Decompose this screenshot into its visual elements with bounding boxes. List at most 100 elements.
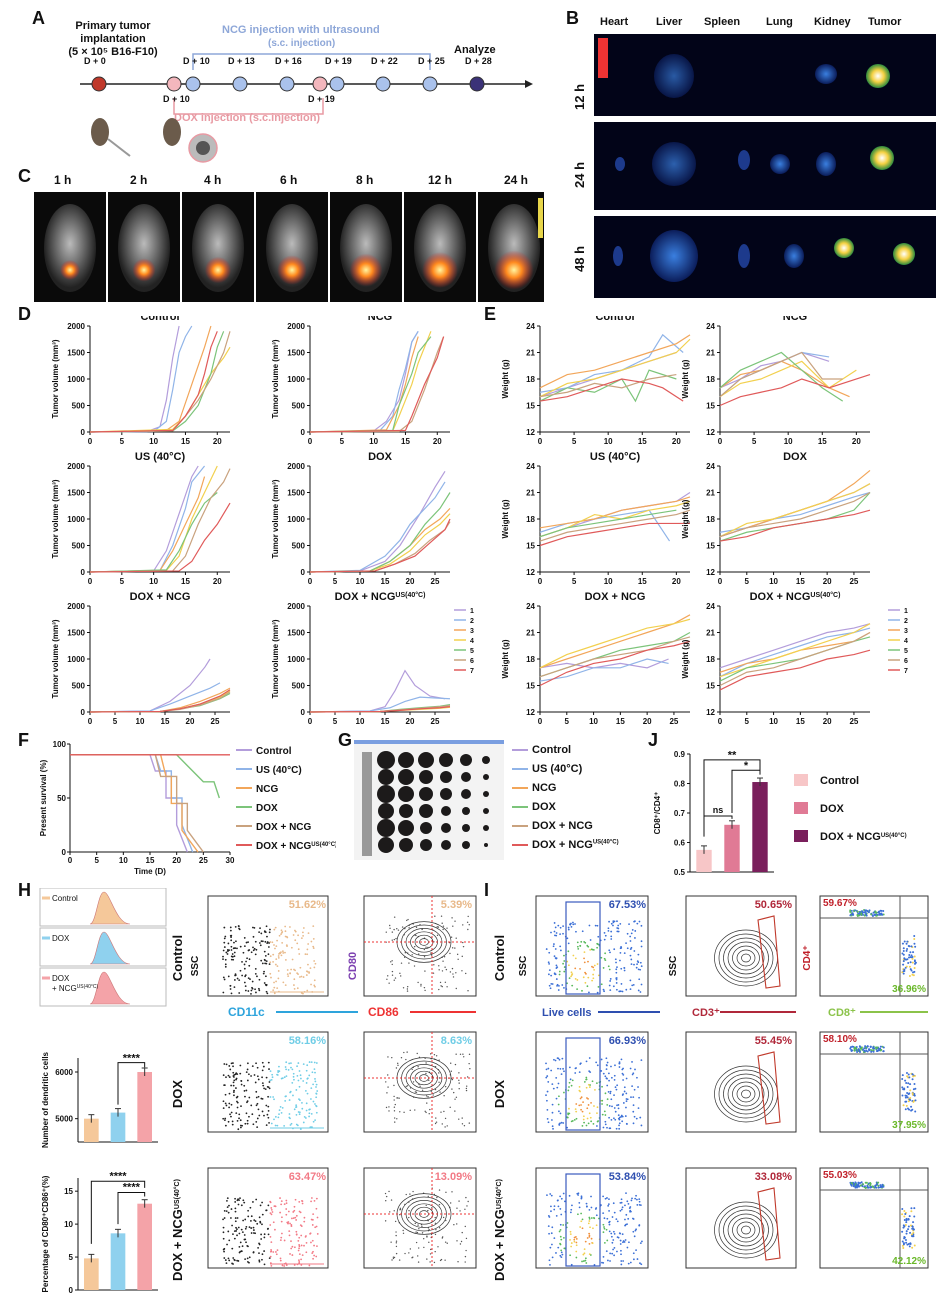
cell-dot [236, 947, 238, 950]
cell-dot [243, 945, 246, 948]
cell-dot [902, 960, 905, 963]
cell-dot [315, 1207, 318, 1210]
cell-dot [559, 1223, 562, 1226]
y-axis-label: Weight (g) [681, 639, 690, 678]
organ-spleen: Spleen [704, 16, 741, 28]
cell-dot [562, 1067, 564, 1070]
cell-dot [628, 1241, 630, 1244]
cell-dot [224, 1259, 227, 1261]
cell-dot [569, 1254, 572, 1257]
cell-dot [555, 1097, 558, 1100]
cell-dot [640, 1263, 643, 1266]
panel-j-cd8-cd4: 0.50.60.70.80.9CD8⁺/CD4⁺**ns*ControlDOXD… [653, 749, 907, 876]
y-axis-label: Weight (g) [681, 499, 690, 538]
y-tick-label: 1000 [67, 655, 85, 664]
cell-dot [619, 1239, 622, 1242]
cell-dot [229, 1068, 232, 1071]
cell-dot [583, 941, 586, 943]
cell-dot [311, 1252, 314, 1255]
cell-dot [909, 1224, 912, 1227]
x-tick-label: 15 [796, 577, 805, 586]
cell-dot [581, 1124, 584, 1127]
cell-dot [316, 1233, 319, 1235]
row-superscript: US(40°C) [173, 1179, 181, 1209]
g-legend-item: US (40°C) [512, 763, 582, 775]
cell-dot [613, 1074, 616, 1077]
x-tick-label: 5 [120, 577, 125, 586]
cell-dot [247, 1215, 250, 1218]
cell-dot [242, 951, 245, 954]
cell-dot [905, 1071, 908, 1074]
g-legend-item: DOX + NCG [512, 820, 593, 832]
cell-dot [458, 1200, 460, 1202]
cell-dot [625, 1192, 627, 1195]
cell-dot [279, 1239, 282, 1242]
cell-dot [578, 1206, 581, 1209]
cell-dot [464, 1225, 466, 1228]
contour-ring [723, 1073, 769, 1115]
contour-ring [727, 1213, 765, 1247]
tumor-sample [483, 791, 489, 797]
cell-dot [628, 923, 630, 926]
cell-dot [423, 1246, 425, 1249]
fluorescence-signal [494, 250, 534, 290]
cell-dot [232, 1084, 235, 1087]
cell-dot [257, 1078, 260, 1081]
cell-dot [579, 1097, 582, 1100]
cell-dot [287, 975, 290, 978]
cell-dot [607, 1203, 610, 1206]
cell-dot [245, 1225, 248, 1228]
cell-dot [286, 969, 289, 971]
cell-dot [445, 1191, 447, 1194]
cell-dot [636, 963, 638, 966]
hist-label: Control [52, 894, 78, 903]
cell-dot [432, 1094, 434, 1096]
cell-dot [626, 1246, 629, 1249]
x-tick-label: 10 [769, 717, 778, 726]
cell-dot [559, 926, 562, 929]
cell-dot [409, 1248, 412, 1250]
gate-percentage: 36.96% [892, 984, 926, 995]
y-tick-label: 500 [292, 542, 306, 551]
x-tick-label: 20 [433, 437, 442, 446]
cell-dot [234, 1207, 237, 1210]
cell-dot [255, 1198, 258, 1201]
cell-dot [252, 926, 254, 929]
y-tick-label: 1500 [287, 629, 305, 638]
cell-dot [569, 1211, 572, 1214]
cell-dot [568, 1194, 571, 1197]
cell-dot [575, 1110, 578, 1113]
cell-dot [239, 945, 242, 948]
cell-dot [279, 1105, 282, 1108]
cell-dot [298, 1253, 301, 1256]
cell-dot [555, 1252, 557, 1254]
cell-dot [224, 965, 227, 968]
cell-dot [282, 981, 285, 984]
cell-dot [265, 925, 268, 928]
cell-dot [258, 989, 261, 992]
cell-dot [411, 954, 413, 956]
cell-dot [640, 965, 643, 968]
cell-dot [625, 942, 627, 945]
cell-dot [258, 1259, 261, 1262]
legend-label: NCG [532, 782, 557, 794]
series-line [719, 509, 871, 542]
cell-dot [606, 1098, 609, 1101]
cell-dot [635, 1194, 637, 1197]
cell-dot [222, 1231, 225, 1234]
series-line [309, 470, 446, 573]
cell-dot [315, 1197, 318, 1200]
cell-dot [634, 920, 636, 923]
cell-dot [444, 1085, 447, 1088]
cell-dot [571, 1079, 574, 1082]
cell-dot [601, 1103, 603, 1105]
cell-dot [230, 949, 233, 951]
cell-dot [387, 1056, 389, 1058]
tumor-sample [460, 754, 472, 766]
cell-dot [293, 1264, 296, 1266]
series-line [309, 336, 419, 433]
cell-dot [405, 1085, 407, 1088]
cell-dot [620, 1253, 622, 1256]
